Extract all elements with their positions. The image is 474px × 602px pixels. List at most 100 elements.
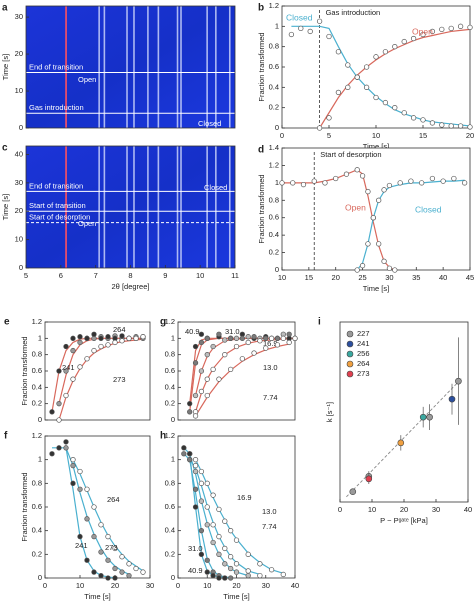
y-tick-label: 0 xyxy=(171,415,175,424)
fit-curve xyxy=(52,447,116,579)
data-point xyxy=(181,451,187,457)
data-point xyxy=(210,366,216,373)
y-tick-label: 1 xyxy=(38,333,42,342)
data-point xyxy=(251,350,257,356)
y-tick-label: 0.8 xyxy=(165,350,175,359)
data-point xyxy=(119,338,125,344)
data-point xyxy=(77,334,83,340)
data-point xyxy=(233,537,240,543)
series-label: 264 xyxy=(113,325,126,334)
data-point xyxy=(419,413,427,421)
data-point xyxy=(467,124,473,130)
data-point xyxy=(192,392,199,399)
data-point xyxy=(376,197,382,203)
y-tick-label: 1.2 xyxy=(269,1,279,10)
data-point xyxy=(227,575,234,581)
data-point xyxy=(119,569,125,575)
event-label: End of transition xyxy=(29,181,83,190)
data-point xyxy=(63,368,69,374)
data-point xyxy=(233,569,240,575)
y-tick-label: 0 xyxy=(38,573,42,582)
y-tick-label: 0.8 xyxy=(32,478,42,487)
legend-label: 264 xyxy=(357,359,370,368)
data-point xyxy=(192,360,199,366)
x-axis-title: 2θ [degree] xyxy=(112,282,150,291)
x-tick-label: 10 xyxy=(203,581,211,590)
y-tick-label: 1 xyxy=(275,178,279,187)
event-label: Gas introduction xyxy=(326,8,381,17)
x-tick-label: 40 xyxy=(291,581,299,590)
data-point xyxy=(192,343,199,350)
phase-label: Open xyxy=(78,219,96,228)
y-tick-label: 40 xyxy=(15,149,23,158)
data-point xyxy=(408,178,414,184)
y-tick-label: 10 xyxy=(15,235,23,244)
data-point xyxy=(386,182,393,189)
data-point xyxy=(333,175,339,182)
data-point xyxy=(126,561,132,567)
data-point xyxy=(77,468,83,475)
x-tick-label: 20 xyxy=(232,581,240,590)
panel-label: b xyxy=(258,3,264,14)
data-point xyxy=(239,335,246,341)
data-point xyxy=(426,413,433,421)
data-point xyxy=(410,35,417,42)
y-tick-label: 0.4 xyxy=(165,382,175,391)
x-tick-label: 20 xyxy=(332,273,340,282)
data-point xyxy=(70,462,76,469)
y-tick-label: 0.8 xyxy=(269,195,279,204)
data-point xyxy=(451,175,457,182)
data-point xyxy=(216,551,222,557)
data-point xyxy=(187,401,193,407)
fit-curve xyxy=(291,25,471,127)
y-tick-label: 0.8 xyxy=(32,350,42,359)
series-label: 31.0 xyxy=(188,544,203,553)
data-point xyxy=(204,335,210,341)
y-tick-label: 0.2 xyxy=(165,399,175,408)
y-tick-label: 0.8 xyxy=(165,478,175,487)
data-point xyxy=(56,368,62,374)
x-tick-label: 0 xyxy=(338,505,342,514)
y-tick-label: 0.6 xyxy=(32,366,42,375)
y-tick-label: 0.2 xyxy=(269,103,279,112)
phase-label: Closed xyxy=(198,119,221,128)
data-point xyxy=(105,334,111,340)
y-tick-label: 20 xyxy=(15,206,23,215)
phase-label: Open xyxy=(78,75,96,84)
data-point xyxy=(70,335,76,341)
x-tick-label: 7 xyxy=(94,271,98,280)
data-point xyxy=(70,457,76,463)
data-point xyxy=(354,267,360,273)
data-point xyxy=(429,28,436,35)
data-point xyxy=(448,25,454,32)
data-point xyxy=(63,343,69,350)
data-point xyxy=(227,335,234,341)
y-tick-label: 0 xyxy=(38,415,42,424)
data-point xyxy=(222,545,228,552)
data-point xyxy=(392,267,398,273)
data-point xyxy=(288,31,295,38)
x-axis-title: Time [s] xyxy=(84,592,110,601)
x-tick-label: 20 xyxy=(466,131,474,140)
x-tick-label: 10 xyxy=(372,131,380,140)
data-point xyxy=(140,569,146,575)
data-point xyxy=(222,561,228,567)
data-point xyxy=(133,335,139,341)
x-tick-label: 0 xyxy=(176,581,180,590)
legend-label: 273 xyxy=(357,369,370,378)
data-point xyxy=(198,498,205,504)
x-tick-label: 0 xyxy=(280,131,284,140)
data-point xyxy=(105,533,111,540)
data-point xyxy=(222,337,228,343)
data-point xyxy=(429,175,436,182)
y-tick-label: 10 xyxy=(15,86,23,95)
fit-curve xyxy=(189,453,249,577)
data-point xyxy=(335,49,342,55)
event-label: Start of desorption xyxy=(320,150,381,159)
data-point xyxy=(126,335,132,341)
series-label: 7.74 xyxy=(263,393,278,402)
data-point xyxy=(49,409,55,415)
legend-label: 227 xyxy=(357,329,370,338)
